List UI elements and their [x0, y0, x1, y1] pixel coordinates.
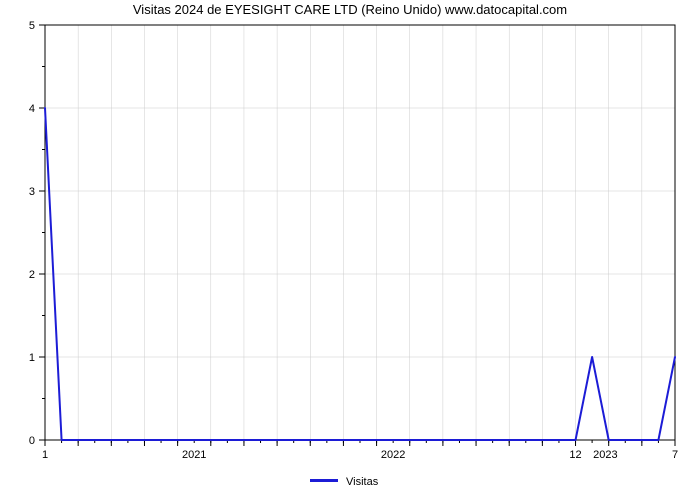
legend-swatch — [310, 479, 338, 482]
legend-label: Visitas — [346, 476, 379, 488]
y-tick-label: 4 — [29, 103, 35, 115]
x-year-label: 2022 — [381, 449, 405, 461]
chart-container: { "chart": { "type": "line", "title": "V… — [0, 0, 700, 500]
x-end-label: 7 — [672, 449, 678, 461]
y-tick-label: 1 — [29, 352, 35, 364]
chart-svg: Visitas 2024 de EYESIGHT CARE LTD (Reino… — [0, 0, 700, 500]
y-tick-label: 3 — [29, 186, 35, 198]
x-year-label: 12 — [569, 449, 581, 461]
x-start-label: 1 — [42, 449, 48, 461]
y-tick-label: 5 — [29, 20, 35, 32]
y-tick-label: 2 — [29, 269, 35, 281]
chart-background — [0, 0, 700, 500]
chart-title: Visitas 2024 de EYESIGHT CARE LTD (Reino… — [133, 2, 567, 17]
x-year-label: 2023 — [593, 449, 617, 461]
x-year-label: 2021 — [182, 449, 206, 461]
y-tick-label: 0 — [29, 435, 35, 447]
